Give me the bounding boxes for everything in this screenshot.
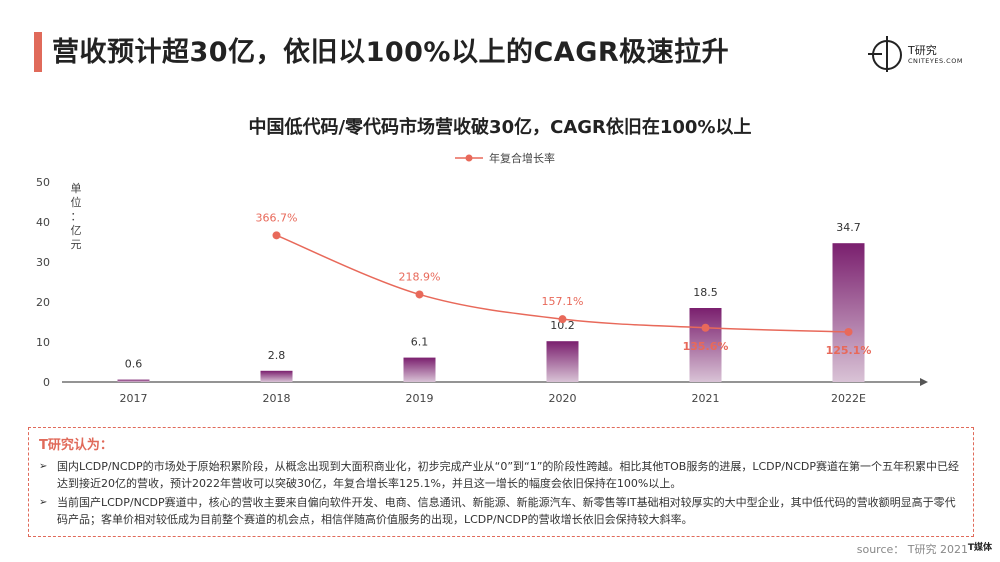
logo-subtext: CNITEYES.COM (908, 57, 963, 65)
insight-text: 国内LCDP/NCDP的市场处于原始积累阶段，从概念出现到大面积商业化，初步完成… (57, 460, 959, 490)
bar-value-label: 34.7 (836, 221, 861, 234)
y-unit-label-char: ： (71, 210, 82, 223)
insight-text: 当前国产LCDP/NCDP赛道中，核心的营收主要来自偏向软件开发、电商、信息通讯… (57, 496, 956, 526)
cagr-point (415, 290, 424, 299)
y-unit-label-char: 亿 (71, 224, 82, 237)
cagr-label: 135.6% (683, 340, 729, 353)
y-tick-label: 30 (36, 256, 50, 269)
cagr-label: 125.1% (826, 344, 872, 357)
bar-value-label: 10.2 (550, 319, 575, 332)
bullet-arrow-icon: ➢ (39, 497, 48, 508)
x-axis-arrow-icon (920, 378, 928, 386)
cagr-point (701, 323, 710, 332)
bar (546, 341, 579, 382)
y-unit-label-char: 位 (71, 195, 82, 209)
bar-value-label: 6.1 (411, 336, 429, 349)
y-tick-label: 0 (43, 376, 50, 389)
insight-title: T研究认为： (39, 438, 113, 453)
insight-box: T研究认为： ➢ 国内LCDP/NCDP的市场处于原始积累阶段，从概念出现到大面… (28, 427, 974, 537)
cagr-label: 366.7% (256, 211, 298, 224)
x-tick-label: 2017 (120, 392, 148, 405)
footer-logo: T媒体 (967, 543, 992, 553)
cagr-label: 157.1% (542, 295, 584, 308)
legend-label: 年复合增长率 (489, 151, 555, 165)
bar-value-label: 0.6 (125, 358, 143, 371)
x-tick-label: 2019 (406, 392, 434, 405)
bar (260, 370, 293, 382)
revenue-cagr-chart: 0 10 20 30 40 50 单位：亿元 0.6 2.8 6.1 10.2 18.5 34.7 201… (36, 151, 928, 405)
chart-title: 中国低代码/零代码市场营收破30亿，CAGR依旧在100%以上 (248, 117, 752, 138)
y-tick-label: 10 (36, 336, 50, 349)
y-unit-label-char: 单 (71, 182, 82, 195)
x-tick-label: 2020 (549, 392, 577, 405)
page-title: 营收预计超30亿，依旧以100%以上的CAGR极速拉升 (52, 37, 730, 68)
cagr-point (844, 327, 853, 336)
bar (689, 308, 722, 382)
y-unit-label-char: 元 (71, 238, 82, 251)
y-tick-label: 50 (36, 176, 50, 189)
bar-value-label: 18.5 (693, 286, 718, 299)
bar (403, 357, 436, 382)
bar (117, 379, 150, 382)
cagr-point (272, 231, 281, 240)
logo-text: T研究 (908, 44, 937, 57)
x-tick-label: 2021 (692, 392, 720, 405)
bar-value-label: 2.8 (268, 349, 286, 362)
cagr-point (558, 315, 567, 324)
insight-item: ➢ 当前国产LCDP/NCDP赛道中，核心的营收主要来自偏向软件开发、电商、信息… (39, 494, 959, 528)
x-tick-label: 2022E (831, 392, 866, 405)
legend-marker-icon (465, 154, 473, 162)
insight-item: ➢ 国内LCDP/NCDP的市场处于原始积累阶段，从概念出现到大面积商业化，初步… (39, 458, 959, 492)
bullet-arrow-icon: ➢ (39, 461, 48, 472)
y-tick-label: 40 (36, 216, 50, 229)
x-tick-label: 2018 (263, 392, 291, 405)
bar (832, 243, 865, 382)
brand-logo: T研究 CNITEYES.COM (868, 36, 982, 76)
cagr-label: 218.9% (399, 270, 441, 283)
source-note: source： T研究 2021 (856, 543, 968, 556)
y-tick-label: 20 (36, 296, 50, 309)
title-accent-bar (34, 32, 42, 72)
